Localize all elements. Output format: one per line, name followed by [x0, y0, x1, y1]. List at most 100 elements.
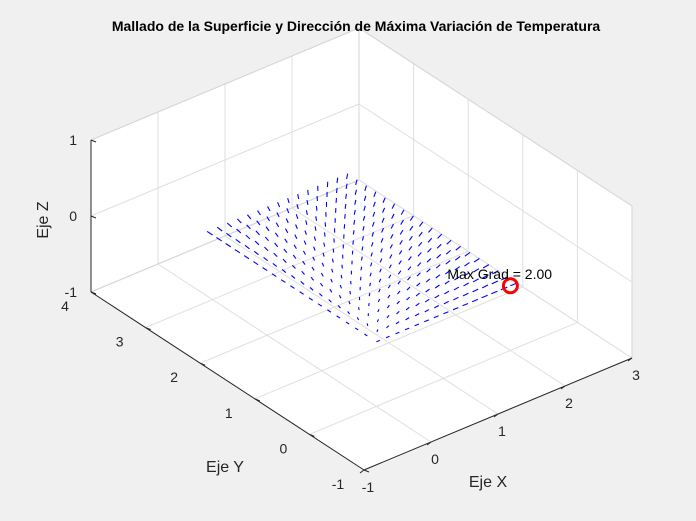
arrow [379, 258, 383, 263]
x-tick-label: 3 [632, 367, 640, 383]
arrow [301, 270, 305, 275]
y-tick-label: 3 [116, 334, 124, 350]
arrow [455, 245, 461, 251]
arrow [363, 195, 367, 201]
arrow [435, 274, 441, 279]
arrow [416, 272, 421, 277]
arrow [454, 276, 460, 281]
arrow [253, 250, 259, 256]
arrow [285, 228, 289, 234]
arrow [444, 280, 450, 285]
arrow [409, 215, 414, 221]
arrow [376, 339, 380, 343]
arrow [444, 290, 450, 295]
arrow [295, 214, 299, 220]
arrow [327, 309, 332, 313]
arrow [295, 224, 298, 230]
arrow [437, 233, 443, 239]
y-tick-label: 0 [280, 440, 288, 456]
arrow [391, 213, 395, 219]
arrow [426, 268, 431, 273]
arrow [266, 216, 271, 222]
arrow [331, 268, 334, 273]
arrow [491, 290, 498, 295]
arrow [236, 228, 242, 234]
arrow [473, 268, 480, 273]
arrow [491, 270, 499, 275]
arrow [425, 288, 430, 293]
arrow [364, 185, 367, 192]
arrow [361, 236, 365, 241]
arrow [397, 270, 402, 275]
arrow [255, 230, 260, 236]
arrow [346, 173, 349, 180]
arrow [443, 300, 449, 305]
arrow [257, 210, 261, 216]
arrow [391, 203, 396, 209]
arrow [482, 264, 490, 269]
arrow [364, 333, 368, 337]
grid-line [200, 250, 469, 364]
arrow [336, 315, 341, 319]
arrow [300, 281, 305, 285]
arrow [424, 309, 430, 313]
arrow [339, 284, 342, 289]
arrow [323, 232, 326, 237]
arrow [389, 244, 393, 249]
arrow [281, 268, 287, 273]
arrow [206, 230, 213, 236]
arrow [226, 232, 232, 238]
arrow [424, 298, 430, 303]
grid-line [291, 207, 566, 387]
x-tick-label: 0 [431, 451, 439, 467]
arrow [344, 214, 346, 219]
x-tick-label: 2 [565, 395, 573, 411]
arrow [444, 270, 451, 275]
x-tick-label: -1 [362, 479, 375, 495]
arrow [408, 235, 413, 241]
arrow [482, 274, 489, 279]
arrow [378, 278, 382, 283]
arrow [373, 191, 377, 197]
arrow [472, 278, 479, 283]
z-tick-label: -1 [65, 284, 78, 300]
arrow [345, 193, 348, 199]
arrow [291, 264, 296, 269]
arrow [382, 207, 386, 213]
arrow [277, 202, 281, 208]
box-edge [358, 27, 633, 207]
arrow [355, 179, 358, 186]
arrow [265, 226, 270, 232]
arrow [345, 183, 348, 190]
arrow [317, 303, 323, 307]
y-tick-label: 2 [170, 369, 178, 385]
arrow [282, 258, 287, 263]
arrow [322, 252, 325, 257]
arrow [400, 209, 405, 215]
max-grad-label: Max Grad = 2.00 [447, 266, 552, 282]
arrow [336, 187, 338, 193]
arrow [396, 300, 400, 305]
arrow [369, 282, 372, 287]
arrow [397, 290, 401, 295]
x-tick-label: 1 [498, 423, 506, 439]
arrow [387, 294, 391, 299]
arrow [345, 321, 350, 325]
arrow [453, 286, 460, 291]
arrow [436, 243, 442, 249]
arrow [462, 292, 469, 297]
arrow [399, 239, 403, 245]
y-tick [363, 469, 370, 473]
arrow [389, 254, 393, 259]
arrow [434, 304, 440, 309]
arrow [286, 208, 290, 214]
arrow [353, 209, 356, 215]
arrow [454, 266, 460, 271]
y-tick-label: -1 [332, 476, 345, 492]
arrow [407, 276, 411, 281]
arrow [418, 241, 423, 247]
arrow [371, 232, 375, 237]
arrow [396, 310, 400, 315]
